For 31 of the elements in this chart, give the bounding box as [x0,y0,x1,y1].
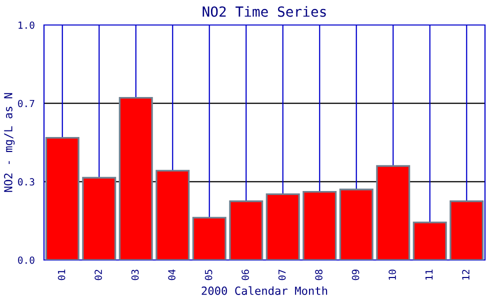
bar [266,193,300,260]
x-tick-label: 04 [168,269,176,280]
y-tick-label: 0.7 [18,100,34,108]
x-tick-label: 12 [462,270,470,280]
y-tick-label: 0.0 [18,256,34,264]
bar [82,176,116,260]
x-axis-title: 2000 Calendar Month [202,286,328,295]
x-tick-label: 02 [94,270,102,280]
x-tick-label: 07 [278,270,286,280]
bar [412,222,447,260]
y-tick-label: 1.0 [18,22,34,29]
x-tick-label: 11 [425,270,433,280]
bar [45,136,80,260]
bar [450,200,484,260]
x-tick-label: 03 [131,270,139,280]
bar [229,200,264,260]
y-tick-label: 0.3 [18,178,34,186]
x-tick-label: 06 [242,270,249,280]
x-tick-label: 08 [315,270,322,280]
x-tick-label: 09 [352,270,360,280]
bar [118,97,153,260]
bar [156,170,190,260]
x-tick-label: 01 [58,270,66,280]
x-tick-label: 10 [388,270,396,280]
bar [339,188,374,260]
bar [376,165,410,260]
chart-title: NO2 Time Series [202,6,326,17]
bar [192,216,226,260]
bar [302,191,337,260]
y-axis-title: NO2 - mg/L as N [4,93,15,192]
x-tick-label: 05 [204,270,212,280]
